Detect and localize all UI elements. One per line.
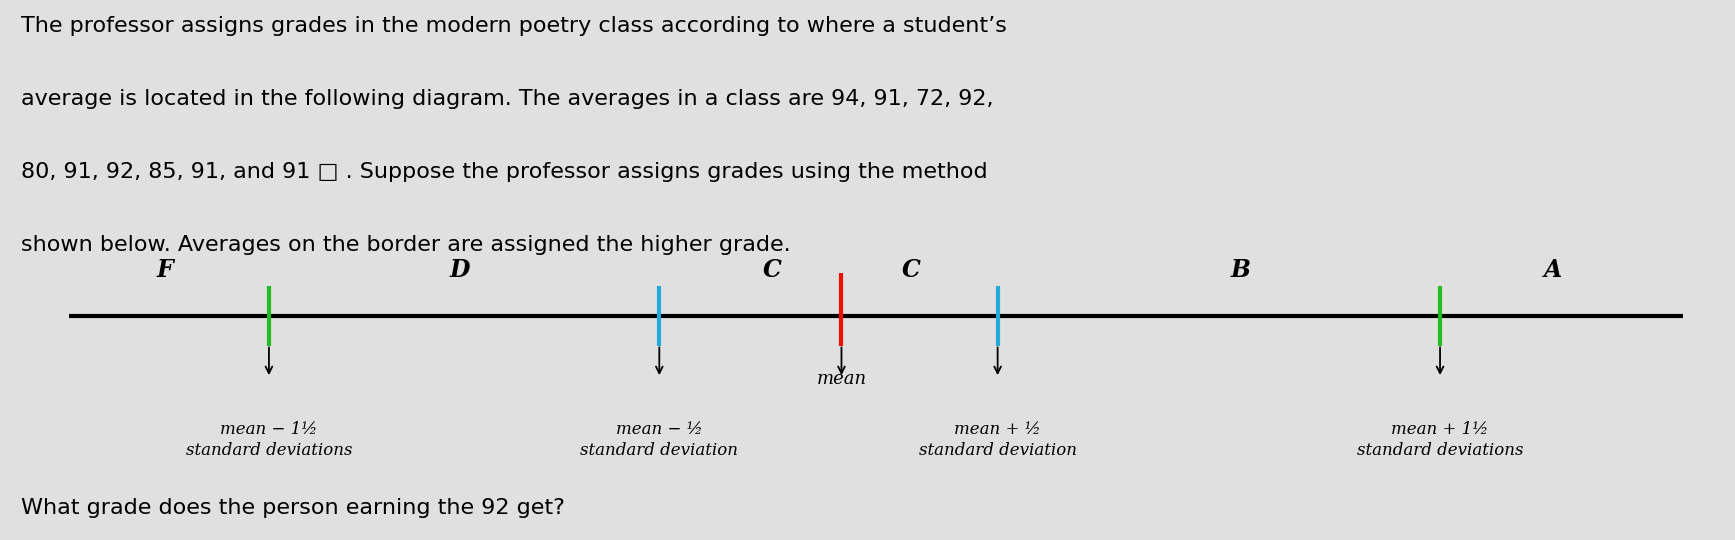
- Text: B: B: [1230, 258, 1251, 282]
- Text: F: F: [156, 258, 174, 282]
- Text: The professor assigns grades in the modern poetry class according to where a stu: The professor assigns grades in the mode…: [21, 16, 1006, 36]
- Text: mean: mean: [817, 370, 866, 388]
- Text: mean + 1½
standard deviations: mean + 1½ standard deviations: [1357, 421, 1523, 459]
- Text: mean + ½
standard deviation: mean + ½ standard deviation: [918, 421, 1077, 459]
- Text: mean − 1½
standard deviations: mean − 1½ standard deviations: [186, 421, 352, 459]
- Text: 80, 91, 92, 85, 91, and 91 □ . Suppose the professor assigns grades using the me: 80, 91, 92, 85, 91, and 91 □ . Suppose t…: [21, 162, 987, 182]
- Text: C: C: [902, 258, 920, 282]
- Text: What grade does the person earning the 92 get?: What grade does the person earning the 9…: [21, 498, 564, 518]
- Text: C: C: [763, 258, 781, 282]
- Text: shown below. Averages on the border are assigned the higher grade.: shown below. Averages on the border are …: [21, 235, 791, 255]
- Text: D: D: [449, 258, 470, 282]
- Text: mean − ½
standard deviation: mean − ½ standard deviation: [579, 421, 739, 459]
- Text: average is located in the following diagram. The averages in a class are 94, 91,: average is located in the following diag…: [21, 89, 994, 109]
- Text: A: A: [1544, 258, 1562, 282]
